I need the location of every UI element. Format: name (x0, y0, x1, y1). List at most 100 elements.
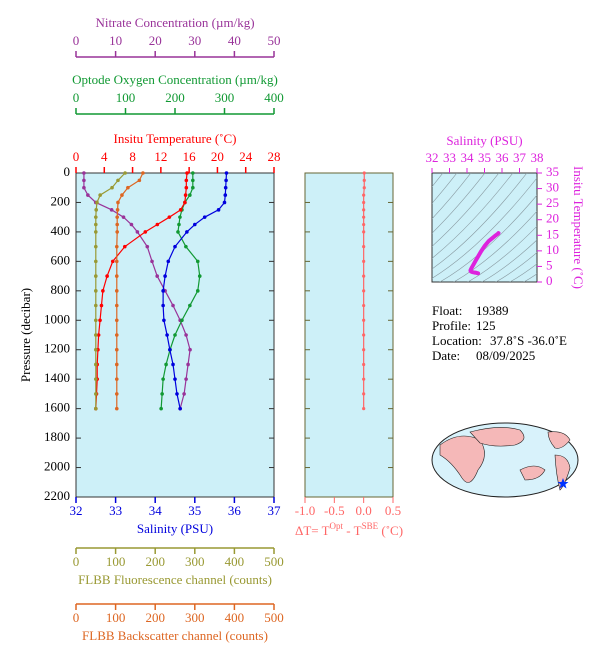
profile-point (114, 244, 119, 249)
x-tick-label: 32 (426, 150, 439, 165)
profile-point (95, 200, 99, 205)
contour (439, 194, 537, 282)
profile-point (110, 185, 114, 190)
profile-point (114, 318, 119, 323)
profile-point (362, 289, 366, 293)
profile-point (160, 392, 164, 396)
x-tick-label: 35 (188, 503, 201, 518)
profile-point (94, 222, 98, 227)
x-tick-label: 200 (145, 610, 165, 625)
profile-point (82, 185, 86, 190)
density-contours (432, 173, 537, 282)
profile-point (222, 200, 227, 205)
profile-point (94, 289, 98, 293)
profile-point (362, 274, 366, 278)
profile-point (141, 171, 145, 175)
profile-point (114, 289, 119, 293)
profile-point (362, 259, 366, 263)
profile-point (114, 333, 119, 337)
profile-point (216, 208, 221, 212)
profile-point (173, 333, 177, 337)
x-tick-label: 37 (513, 150, 527, 165)
x-tick-label: 400 (264, 90, 284, 105)
profile-point (110, 259, 115, 264)
profile-point (168, 347, 172, 352)
profile-point (137, 178, 142, 183)
x-tick-label: 300 (185, 610, 205, 625)
profile-point (109, 208, 114, 212)
profile-point (120, 193, 124, 197)
profile-point (185, 171, 189, 175)
x-axis-title: Salinity (PSU) (137, 521, 213, 536)
x-tick-label: 100 (106, 554, 126, 569)
profile-point (161, 377, 165, 381)
profile-point (184, 178, 189, 183)
contour (432, 173, 514, 259)
y-tick-label: 800 (51, 282, 71, 297)
profile-point (202, 215, 207, 219)
x-tick-label: -1.0 (295, 503, 316, 518)
x-tick-label: 400 (225, 554, 245, 569)
profile-point (115, 215, 119, 219)
profile-point (126, 185, 130, 190)
y-tick-label: 1000 (44, 311, 70, 326)
profile-point (188, 303, 192, 308)
label-part: - T (343, 523, 362, 538)
profile-point (114, 377, 119, 381)
x-tick-label: 0 (73, 90, 80, 105)
profile-point (171, 362, 175, 367)
y-tick-label: 0 (64, 164, 71, 179)
y-tick-label: 20 (546, 211, 559, 226)
profile-point (116, 200, 120, 205)
profile-point (180, 318, 184, 323)
profile-point (155, 222, 160, 227)
x-tick-label: 300 (215, 90, 235, 105)
profile-point (176, 230, 180, 234)
y-tick-label: 1800 (44, 429, 70, 444)
x-tick-label: 100 (116, 90, 136, 105)
profile-point (94, 333, 98, 337)
profile-point (362, 407, 366, 411)
contour (432, 173, 528, 270)
x-axis-title: ΔT= TOpt - TSBE (˚C) (295, 521, 403, 538)
profile-point (224, 171, 229, 175)
x-tick-label: 36 (228, 503, 242, 518)
profile-point (186, 362, 190, 367)
profile-point (165, 333, 169, 337)
profile-point (82, 171, 86, 175)
profile-point (362, 171, 366, 175)
x-tick-label: 4 (101, 149, 108, 164)
profile-point (86, 193, 90, 197)
x-tick-label: 200 (165, 90, 185, 105)
contour (432, 173, 486, 234)
info-label: Date: (432, 348, 460, 363)
profile-point (171, 303, 175, 308)
x-tick-label: 37 (268, 503, 282, 518)
contour (481, 239, 537, 282)
profile-point (114, 347, 119, 352)
profile-point (224, 178, 228, 183)
profile-point (94, 392, 98, 396)
x-axis-title: Insitu Temperature (˚C) (113, 131, 236, 146)
profile-point (362, 245, 366, 249)
profile-point (184, 244, 188, 249)
x-tick-label: 30 (188, 33, 201, 48)
profile-point (143, 230, 148, 234)
profile-point (94, 244, 98, 249)
profile-point (114, 362, 119, 367)
profile-point (362, 377, 366, 381)
profile-point (82, 178, 86, 183)
profile-point (163, 274, 167, 278)
y-tick-label: 5 (546, 257, 553, 272)
y-tick-label: 35 (546, 164, 559, 179)
contour (453, 210, 537, 282)
profile-point (362, 318, 366, 322)
profile-point (114, 406, 119, 411)
x-tick-label: 36 (496, 150, 510, 165)
x-tick-label: 500 (264, 554, 284, 569)
profile-point (164, 362, 168, 367)
x-tick-label: 34 (461, 150, 475, 165)
y-axis-title: Pressure (decibar) (18, 288, 33, 382)
ts-curve (468, 231, 501, 276)
info-value: 08/09/2025 (476, 348, 535, 363)
